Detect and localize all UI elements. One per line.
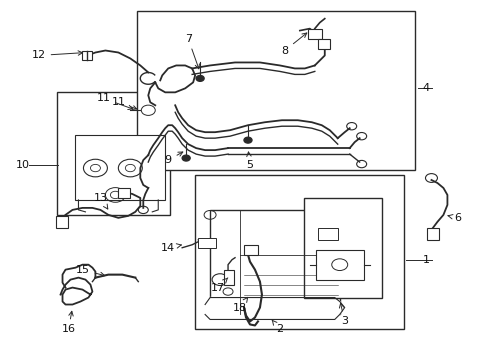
Text: 12: 12 (31, 50, 82, 60)
Text: 1: 1 (422, 255, 428, 265)
Bar (198, 238, 216, 248)
Text: 10: 10 (16, 160, 30, 170)
Text: 11: 11 (111, 97, 136, 109)
Circle shape (182, 155, 190, 161)
Bar (195, 175, 403, 329)
Bar (56, 216, 67, 228)
Text: 7: 7 (184, 33, 199, 69)
Bar (307, 28, 321, 39)
Bar (224, 270, 234, 285)
Bar (210, 210, 339, 315)
Bar (57, 92, 170, 215)
FancyBboxPatch shape (82, 50, 92, 60)
Bar (427, 228, 439, 240)
Text: 4: 4 (422, 84, 428, 93)
Text: 14: 14 (161, 243, 181, 253)
Bar (75, 135, 165, 200)
Bar (303, 198, 381, 298)
Bar (137, 11, 414, 170)
Text: 15: 15 (75, 265, 104, 276)
Text: 18: 18 (232, 297, 247, 312)
Circle shape (196, 76, 203, 81)
Bar (118, 188, 130, 198)
Bar (317, 228, 337, 240)
Circle shape (244, 137, 251, 143)
Polygon shape (204, 298, 344, 319)
Text: 8: 8 (281, 33, 306, 55)
Text: 13: 13 (93, 193, 107, 209)
Text: 6: 6 (447, 213, 460, 223)
Text: 3: 3 (339, 303, 347, 327)
Text: 2: 2 (271, 320, 283, 334)
Bar (317, 39, 329, 49)
Text: 5: 5 (246, 152, 253, 170)
Bar (315, 250, 363, 280)
Text: 9: 9 (164, 152, 183, 165)
Text: 11: 11 (96, 93, 132, 109)
Text: 16: 16 (61, 311, 75, 334)
Text: 17: 17 (211, 278, 227, 293)
Bar (244, 245, 258, 255)
